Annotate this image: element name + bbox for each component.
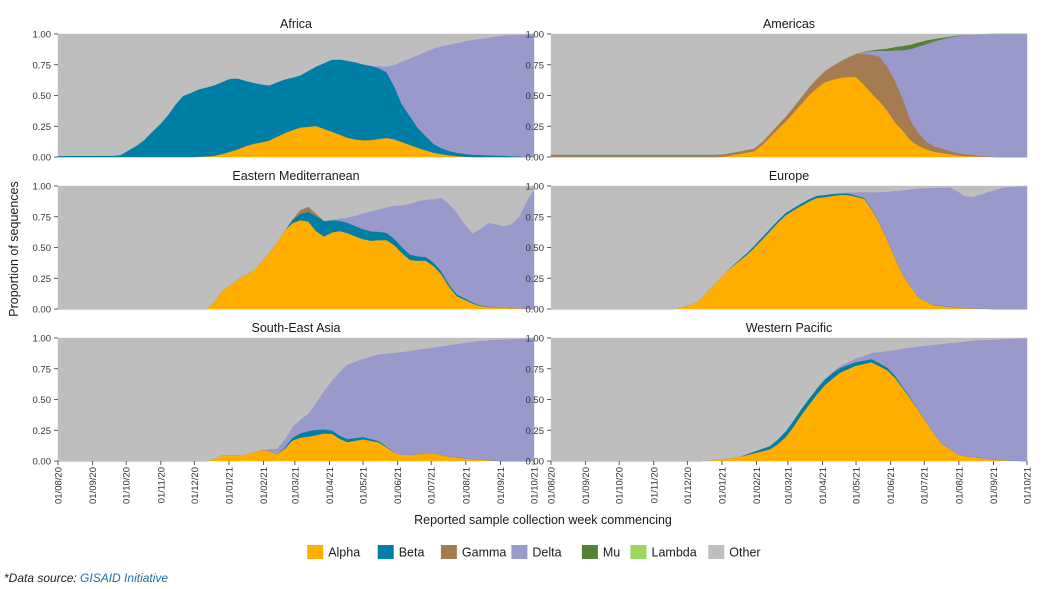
- x-tick-label: 01/05/21: [359, 467, 370, 504]
- area-americas-other: [550, 33, 1027, 155]
- x-tick-label: 01/04/21: [818, 467, 829, 504]
- y-tick-label: 0.00: [33, 153, 52, 164]
- x-tick-label: 01/12/20: [190, 467, 201, 504]
- y-axis-label: Proportion of sequences: [7, 181, 21, 317]
- y-tick-label: 0.00: [526, 305, 545, 316]
- x-tick-label: 01/01/21: [717, 467, 728, 504]
- legend-label-alpha: Alpha: [328, 546, 360, 560]
- panel-title-eastern-mediterranean: Eastern Mediterranean: [232, 169, 359, 183]
- legend-label-lambda: Lambda: [652, 546, 697, 560]
- y-tick-label: 0.25: [526, 426, 545, 437]
- y-tick-label: 0.50: [33, 395, 52, 406]
- x-tick-label: 01/07/21: [427, 467, 438, 504]
- y-tick-label: 0.75: [33, 364, 52, 375]
- y-tick-label: 0.75: [526, 364, 545, 375]
- x-tick-label: 01/09/20: [581, 467, 592, 504]
- x-tick-label: 01/10/21: [530, 467, 541, 504]
- y-tick-label: 0.00: [33, 457, 52, 468]
- x-tick-label: 01/08/20: [547, 467, 558, 504]
- x-tick-label: 01/05/21: [852, 467, 863, 504]
- y-tick-label: 1.00: [33, 30, 52, 41]
- legend-swatch-alpha: [307, 545, 324, 559]
- legend-label-mu: Mu: [603, 546, 620, 560]
- area-western-pacific-other: [550, 337, 1028, 462]
- x-tick-label: 01/01/21: [224, 467, 235, 504]
- panel-western-pacific: Western Pacific 0.00 0.25 0.50 0.75 1.00: [526, 321, 1028, 468]
- y-tick-label: 0.75: [33, 212, 52, 223]
- data-source-note: *Data source: GISAID Initiative: [4, 571, 168, 585]
- x-tick-label: 01/10/20: [122, 467, 133, 504]
- data-source-prefix: *Data source:: [4, 571, 81, 585]
- x-tick-label: 01/06/21: [886, 467, 897, 504]
- legend-label-other: Other: [729, 546, 760, 560]
- panel-title-europe: Europe: [769, 169, 809, 183]
- variant-proportion-chart: Africa 0.00 0.25 0.50 0.75 1.00 Americas 0.00 0.…: [7, 17, 1034, 560]
- area-africa-other: [57, 33, 535, 156]
- x-tick-label: 01/08/21: [954, 467, 965, 504]
- y-tick-label: 0.25: [33, 122, 52, 133]
- y-tick-label: 0.50: [526, 91, 545, 102]
- y-tick-label: 1.00: [526, 30, 545, 41]
- panel-title-south-east-asia: South-East Asia: [252, 321, 341, 335]
- panel-africa: Africa 0.00 0.25 0.50 0.75 1.00: [33, 17, 535, 164]
- legend-swatch-delta: [511, 545, 528, 559]
- x-tick-label: 01/03/21: [783, 467, 794, 504]
- x-tick-label: 01/09/20: [88, 467, 99, 504]
- area-eastern-mediterranean-other: [57, 185, 535, 310]
- legend-label-gamma: Gamma: [462, 546, 507, 560]
- gisaid-link[interactable]: GISAID Initiative: [80, 571, 169, 585]
- y-tick-label: 0.75: [526, 212, 545, 223]
- x-tick-label: 01/09/21: [989, 467, 1000, 504]
- x-axis-label: Reported sample collection week commenci…: [414, 513, 672, 527]
- y-tick-label: 0.25: [33, 426, 52, 437]
- x-tick-label: 01/11/20: [156, 467, 167, 503]
- x-tick-label: 01/04/21: [325, 467, 336, 504]
- x-tick-label: 01/03/21: [290, 467, 301, 504]
- y-tick-label: 0.50: [33, 91, 52, 102]
- legend-label-delta: Delta: [532, 546, 561, 560]
- area-south-east-asia-other: [57, 337, 535, 462]
- legend: Alpha Beta Gamma Delta Mu Lambda Other: [307, 545, 761, 560]
- y-tick-label: 0.25: [526, 274, 545, 285]
- y-tick-label: 0.00: [33, 305, 52, 316]
- legend-swatch-mu: [581, 545, 598, 559]
- panel-south-east-asia: South-East Asia 0.00 0.25 0.50 0.75 1.00: [33, 321, 535, 468]
- y-tick-label: 0.25: [33, 274, 52, 285]
- y-tick-label: 0.50: [526, 395, 545, 406]
- panel-title-africa: Africa: [280, 17, 312, 31]
- x-tick-label: 01/02/21: [752, 467, 763, 504]
- y-tick-label: 0.75: [33, 60, 52, 71]
- legend-label-beta: Beta: [399, 546, 425, 560]
- panel-title-americas: Americas: [763, 17, 815, 31]
- y-tick-label: 0.25: [526, 122, 545, 133]
- panel-americas: Americas 0.00 0.25 0.50 0.75 1.00: [526, 17, 1028, 164]
- legend-swatch-gamma: [440, 545, 457, 559]
- panel-eastern-mediterranean: Eastern Mediterranean 0.00 0.25 0.50 0.75 1.0…: [33, 169, 535, 316]
- y-tick-label: 1.00: [526, 182, 545, 193]
- x-tick-label: 01/09/21: [496, 467, 507, 504]
- x-tick-label: 01/11/20: [649, 467, 660, 503]
- legend-swatch-beta: [377, 545, 394, 559]
- y-tick-label: 1.00: [33, 182, 52, 193]
- x-tick-label: 01/10/21: [1023, 467, 1034, 504]
- panel-title-western-pacific: Western Pacific: [746, 321, 833, 335]
- y-tick-label: 0.00: [526, 153, 545, 164]
- y-tick-label: 0.00: [526, 457, 545, 468]
- area-europe-other: [550, 185, 1028, 310]
- x-tick-label: 01/08/20: [54, 467, 65, 504]
- x-tick-label: 01/10/20: [615, 467, 626, 504]
- x-tick-label: 01/02/21: [259, 467, 270, 504]
- legend-swatch-lambda: [630, 545, 647, 559]
- x-tick-label: 01/08/21: [461, 467, 472, 504]
- x-tick-label: 01/06/21: [393, 467, 404, 504]
- panel-europe: Europe 0.00 0.25 0.50 0.75 1.00: [526, 169, 1028, 316]
- legend-swatch-other: [708, 545, 725, 559]
- y-tick-label: 0.50: [526, 243, 545, 254]
- y-tick-label: 0.75: [526, 60, 545, 71]
- x-tick-label: 01/07/21: [920, 467, 931, 504]
- y-tick-label: 0.50: [33, 243, 52, 254]
- y-tick-label: 1.00: [526, 334, 545, 345]
- y-tick-label: 1.00: [33, 334, 52, 345]
- x-tick-label: 01/12/20: [683, 467, 694, 504]
